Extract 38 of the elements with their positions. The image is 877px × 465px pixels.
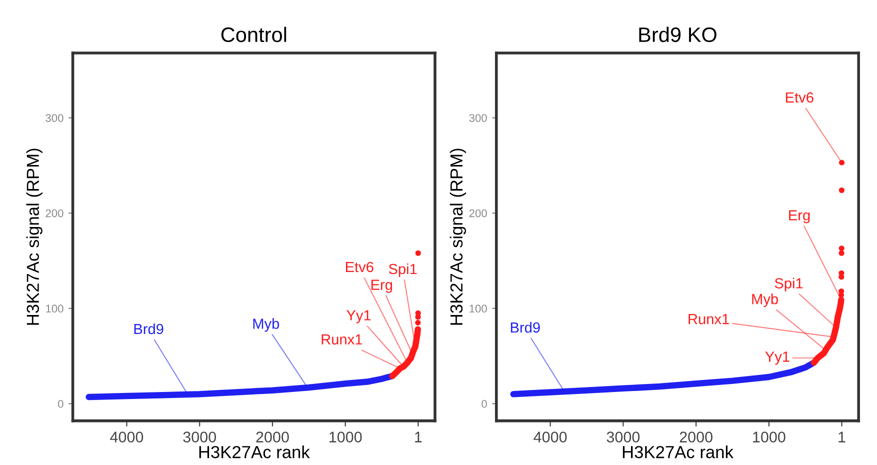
annotation: Erg [789,210,810,224]
chart-title: Brd9 KO [639,26,716,42]
x-tick-label: 2000 [256,432,289,442]
x-axis-title: H3K27Ac rank [199,445,310,458]
annotation: Etv6 [346,262,374,272]
y-axis-title: H3K27Ac signal (RPM) [26,148,42,325]
y-tick-label: 200 [469,209,487,218]
y-tick-label: 100 [470,304,487,313]
annotation: Myb [752,294,778,308]
x-tick-label: 3000 [606,432,640,442]
annotation: Brd9 [510,322,540,333]
x-tick-label: 3000 [183,432,216,442]
annotation: Runx1 [322,334,362,345]
annotation: Spi1 [774,278,803,292]
y-tick-label: 100 [46,304,64,313]
annotation: Spi1 [388,263,417,278]
y-axis-title: H3K27Ac signal (RPM) [450,148,466,325]
annotation: Myb [253,318,280,332]
chart-title: Control [221,26,286,42]
annotation: Erg [371,280,392,293]
y-tick-label: 300 [469,114,487,122]
x-tick-label: 1 [415,432,422,442]
annotation: Etv6 [786,92,814,103]
y-tick-label: 300 [46,114,64,122]
annotation: Yy1 [346,310,371,324]
x-tick-label: 1000 [330,432,362,442]
annotation: Yy1 [765,352,790,365]
y-tick-label: 200 [46,209,64,218]
x-tick-label: 1000 [753,432,786,442]
x-tick-label: 4000 [534,432,567,442]
x-axis-title: H3K27Ac rank [622,445,734,458]
y-tick-label: 0 [482,400,487,408]
annotation: Runx1 [688,314,729,324]
annotation: Brd9 [134,323,164,334]
x-tick-label: 4000 [110,432,144,442]
x-tick-label: 1 [838,432,846,442]
x-tick-label: 2000 [680,432,712,442]
y-tick-label: 0 [58,400,64,408]
